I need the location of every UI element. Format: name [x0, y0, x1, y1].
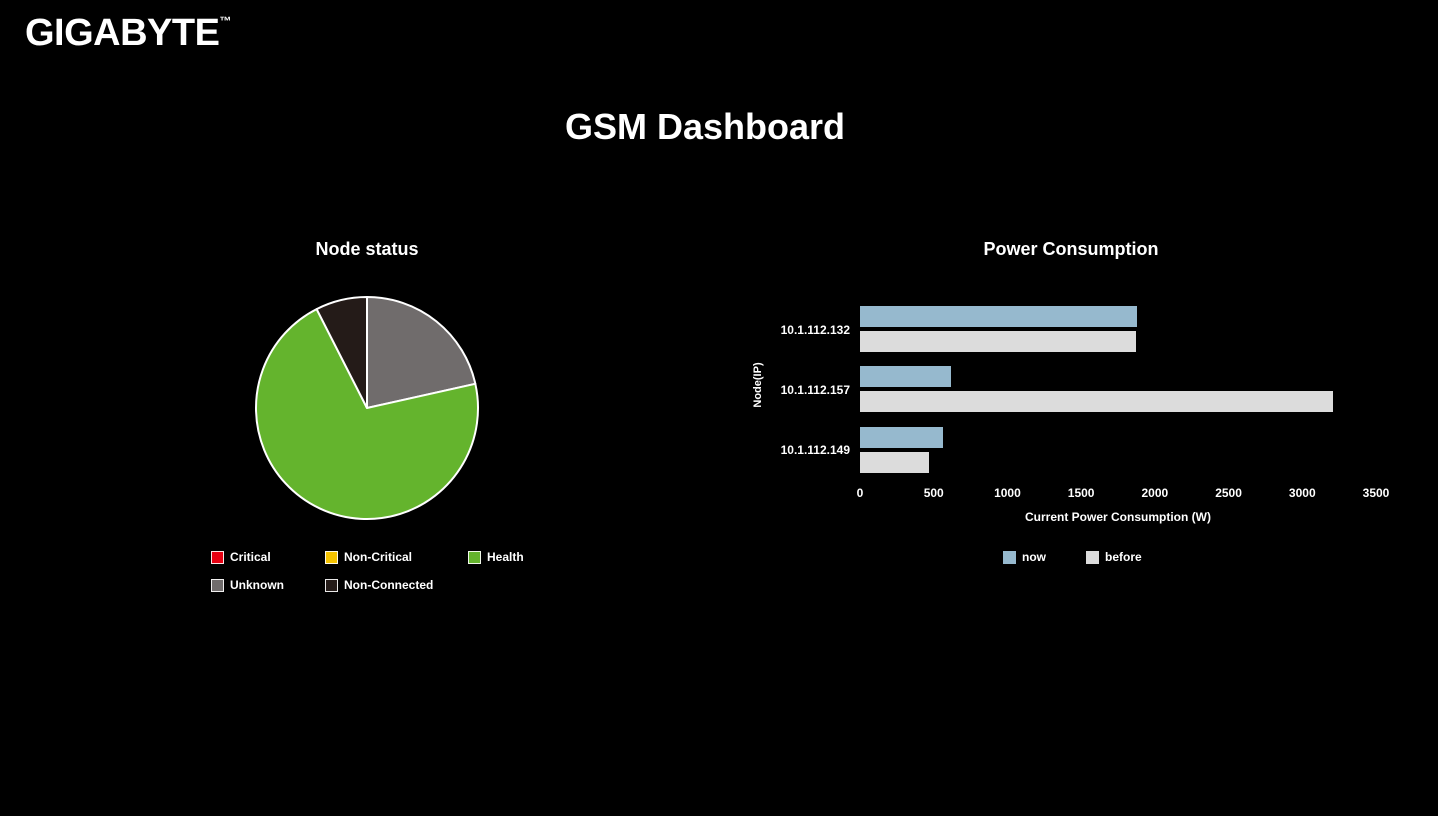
- legend-item-non-connected[interactable]: Non-Connected: [325, 578, 433, 592]
- node-label-10.1.112.132: 10.1.112.132: [780, 322, 850, 337]
- x-tick-3500: 3500: [1362, 486, 1390, 500]
- bar-before-10.1.112.149[interactable]: [860, 451, 930, 473]
- x-tick-0: 0: [856, 486, 864, 500]
- legend-swatch-non-connected: [325, 578, 338, 592]
- legend-label: Non-Critical: [344, 550, 413, 564]
- node-status-pie: [255, 296, 479, 520]
- gigabyte-logo: GIGABYTE™: [25, 12, 231, 55]
- legend-label: Unknown: [230, 578, 284, 592]
- page-title: GSM Dashboard: [564, 106, 846, 147]
- legend-swatch-unknown: [211, 578, 224, 592]
- bar-before-10.1.112.157[interactable]: [860, 391, 1334, 413]
- x-tick-3000: 3000: [1288, 486, 1316, 500]
- legend-label: Health: [487, 550, 524, 564]
- legend-swatch-health: [468, 550, 481, 564]
- legend-item-non-critical[interactable]: Non-Critical: [325, 550, 412, 564]
- legend-item-before[interactable]: before: [1086, 550, 1142, 564]
- node-label-10.1.112.157: 10.1.112.157: [780, 382, 850, 397]
- node-label-10.1.112.149: 10.1.112.149: [780, 443, 850, 458]
- bar-now-10.1.112.157[interactable]: [860, 366, 952, 388]
- pie-slice-non-connected[interactable]: [315, 296, 368, 409]
- x-axis-label: Current Power Consumption (W): [1025, 510, 1211, 524]
- pie-slice-unknown[interactable]: [366, 296, 477, 409]
- bar-before-10.1.112.132[interactable]: [860, 331, 1136, 352]
- x-tick-2000: 2000: [1141, 486, 1169, 500]
- power-consumption-title: Power Consumption: [983, 239, 1159, 259]
- legend-item-unknown[interactable]: Unknown: [211, 578, 284, 592]
- legend-swatch-now: [1003, 550, 1016, 564]
- x-tick-1500: 1500: [1067, 486, 1095, 500]
- legend-swatch-non-critical: [325, 550, 338, 564]
- legend-item-critical[interactable]: Critical: [211, 550, 271, 564]
- legend-label: before: [1105, 550, 1142, 564]
- bar-plot-area: [860, 295, 1376, 480]
- gigabyte-logo-text: GIGABYTE: [25, 12, 220, 54]
- pie-slice-health[interactable]: [255, 308, 479, 520]
- x-tick-2500: 2500: [1215, 486, 1242, 500]
- x-tick-500: 500: [923, 486, 944, 500]
- x-tick-1000: 1000: [994, 486, 1021, 500]
- bar-now-10.1.112.132[interactable]: [860, 306, 1138, 327]
- trademark-symbol: ™: [219, 14, 232, 28]
- bar-now-10.1.112.149[interactable]: [860, 426, 943, 448]
- legend-label: now: [1022, 550, 1046, 564]
- node-status-title: Node status: [315, 239, 419, 259]
- legend-swatch-critical: [211, 550, 224, 564]
- legend-swatch-before: [1086, 550, 1099, 564]
- legend-item-now[interactable]: now: [1003, 550, 1046, 564]
- legend-label: Non-Connected: [344, 578, 434, 592]
- legend-label: Critical: [230, 550, 271, 564]
- legend-item-health[interactable]: Health: [468, 550, 524, 564]
